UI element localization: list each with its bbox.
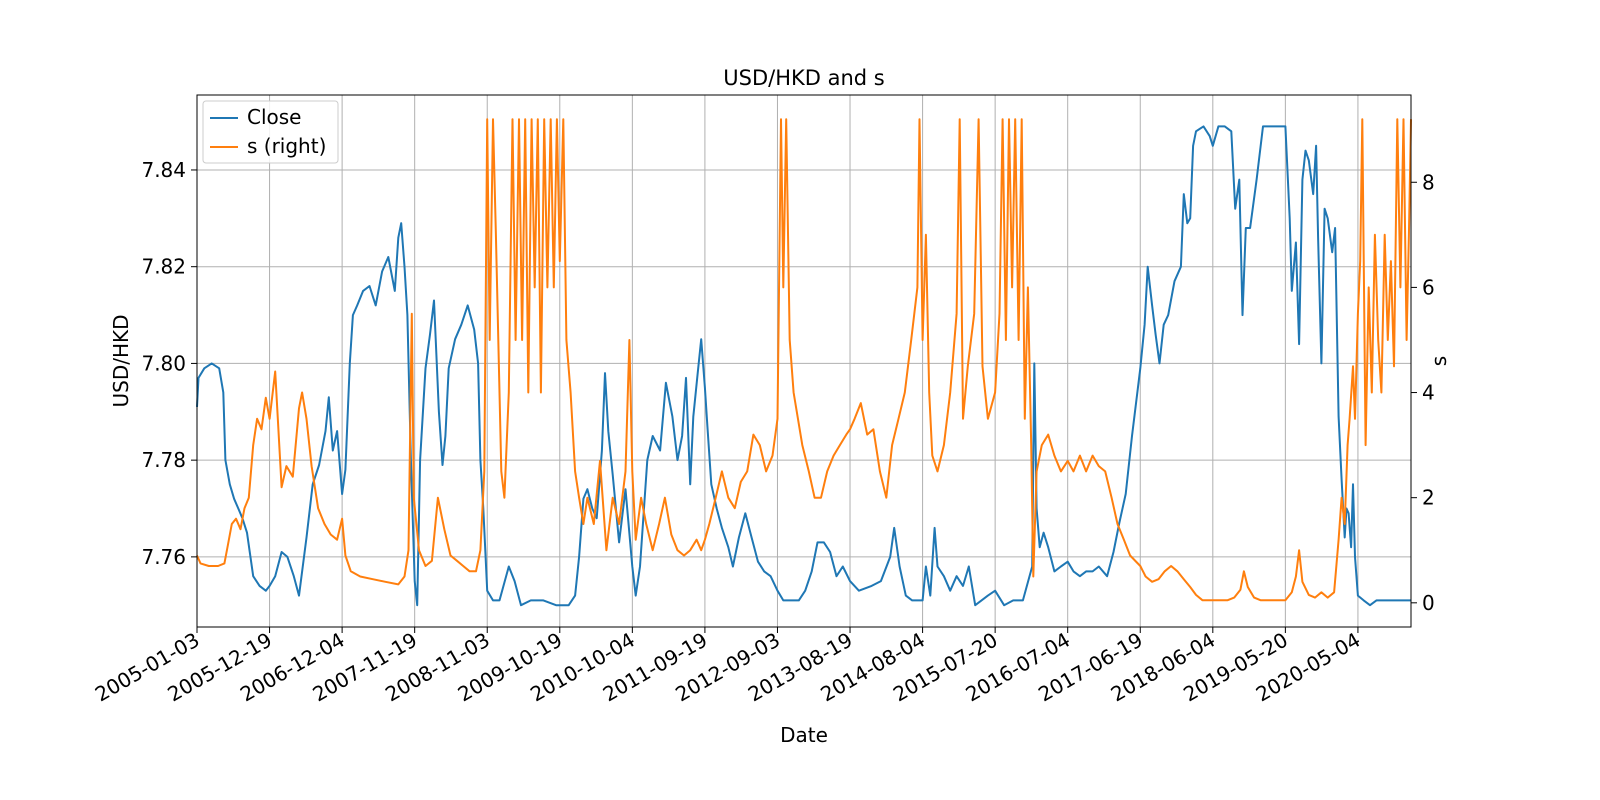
- y-axis-right-label: s: [1427, 356, 1451, 366]
- y-tick-label: 7.76: [141, 545, 186, 569]
- grid: [196, 95, 1411, 627]
- x-axis-ticks: 2005-01-032005-12-192006-12-042007-11-19…: [91, 627, 1364, 706]
- y-right-tick-label: 0: [1422, 591, 1435, 615]
- series-close-line: [196, 125, 1411, 607]
- y-axis-right-ticks: 0 2 4 6 8: [1411, 170, 1435, 615]
- y-right-tick-label: 8: [1422, 170, 1435, 194]
- y-tick-label: 7.82: [141, 255, 186, 279]
- series-s-line: [196, 118, 1412, 602]
- chart-title: USD/HKD and s: [723, 66, 884, 90]
- y-tick-label: 7.78: [141, 448, 186, 472]
- y-axis-ticks: 7.76 7.78 7.80 7.82 7.84: [141, 158, 197, 569]
- legend: Close s (right): [202, 100, 339, 164]
- y-axis-label: USD/HKD: [109, 314, 133, 407]
- y-tick-label: 7.84: [141, 158, 186, 182]
- plot-frame: [196, 94, 1412, 628]
- y-tick-label: 7.80: [141, 351, 186, 375]
- y-right-tick-label: 4: [1422, 381, 1435, 405]
- series-layer: [196, 118, 1412, 607]
- x-axis-label: Date: [780, 723, 828, 747]
- y-right-tick-label: 6: [1422, 275, 1435, 299]
- legend-label-close: Close: [247, 105, 301, 129]
- legend-label-s: s (right): [247, 134, 326, 158]
- y-right-tick-label: 2: [1422, 486, 1435, 510]
